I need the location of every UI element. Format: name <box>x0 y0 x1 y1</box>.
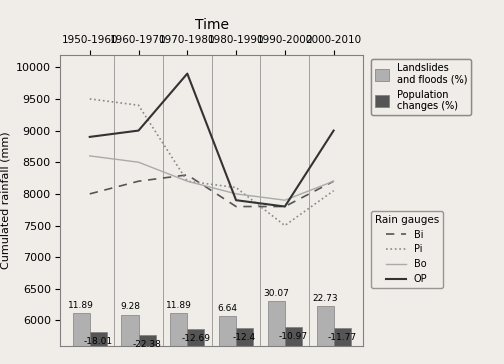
Text: -10.97: -10.97 <box>279 332 308 341</box>
Bo <box>184 179 191 183</box>
Legend: Landslides
and floods (%), Population
changes (%): Landslides and floods (%), Population ch… <box>371 59 471 115</box>
Bar <box>285 328 302 364</box>
Bar <box>334 328 351 364</box>
Bo <box>233 192 239 196</box>
Y-axis label: Cumulated rainfall (mm): Cumulated rainfall (mm) <box>0 131 10 269</box>
Bo <box>87 154 93 158</box>
Bar <box>187 329 204 364</box>
Text: 11.89: 11.89 <box>68 301 94 310</box>
Text: -22.38: -22.38 <box>133 340 161 349</box>
Pi <box>184 179 191 183</box>
Pi <box>331 189 337 193</box>
Line: Pi: Pi <box>90 99 334 226</box>
OP <box>184 71 191 76</box>
Bar <box>139 335 156 364</box>
OP <box>282 204 288 209</box>
OP <box>87 135 93 139</box>
Text: -12.69: -12.69 <box>181 333 210 343</box>
Bar <box>268 301 285 364</box>
Bar <box>219 316 236 364</box>
Bi <box>331 179 337 183</box>
Bi <box>136 179 142 183</box>
Text: -12.4: -12.4 <box>233 333 256 343</box>
Pi <box>87 97 93 101</box>
Bar <box>90 332 107 364</box>
Text: 22.73: 22.73 <box>312 294 338 303</box>
Pi <box>233 185 239 190</box>
Text: -11.77: -11.77 <box>328 333 357 342</box>
Text: 30.07: 30.07 <box>264 289 289 298</box>
Bar <box>170 313 187 364</box>
Text: 6.64: 6.64 <box>218 304 237 313</box>
Bar <box>121 314 139 364</box>
Bi <box>233 204 239 209</box>
Text: -18.01: -18.01 <box>84 337 113 346</box>
Bi <box>87 192 93 196</box>
Bo <box>331 179 337 183</box>
Title: Time: Time <box>195 18 229 32</box>
Bo <box>136 160 142 165</box>
OP <box>136 128 142 133</box>
Bar <box>73 313 90 364</box>
Pi <box>136 103 142 107</box>
Bi <box>282 204 288 209</box>
Bar <box>236 328 253 364</box>
OP <box>233 198 239 202</box>
OP <box>331 128 337 133</box>
Bi <box>184 173 191 177</box>
Line: Bo: Bo <box>90 156 334 200</box>
Text: 11.89: 11.89 <box>166 301 192 310</box>
Line: OP: OP <box>90 74 334 206</box>
Text: 9.28: 9.28 <box>120 302 140 312</box>
Bar <box>317 306 334 364</box>
Line: Bi: Bi <box>90 175 334 206</box>
Bo <box>282 198 288 202</box>
Pi <box>282 223 288 228</box>
